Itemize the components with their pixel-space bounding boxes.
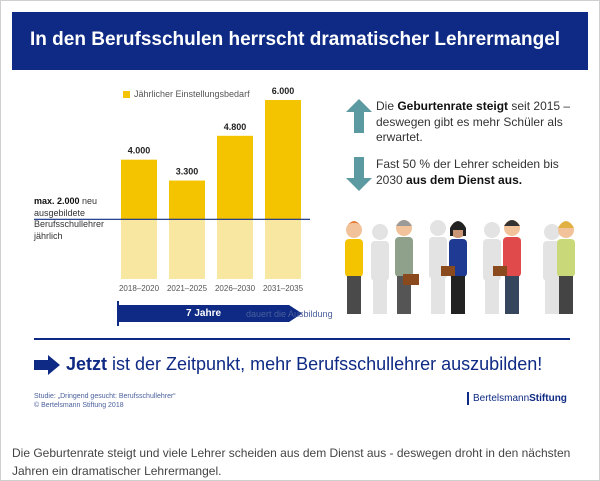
person-3 — [441, 221, 467, 314]
title-banner: In den Berufsschulen herrscht dramatisch… — [12, 12, 588, 70]
source-note: Studie: „Dringend gesucht: Berufsschulle… — [34, 392, 176, 410]
call-to-action: Jetzt ist der Zeitpunkt, mehr Berufsschu… — [34, 354, 542, 375]
value-label-2021–2025: 3.300 — [176, 167, 199, 177]
source-copyright: © Bertelsmann Stiftung 2018 — [34, 402, 124, 409]
reference-line-value: max. 2.000 — [34, 196, 80, 206]
bar-2031–2035 — [265, 100, 301, 220]
bar-base-2031–2035 — [265, 219, 301, 279]
reference-line-text: neu ausgebildete Berufsschullehrer jährl… — [34, 196, 105, 241]
person-2 — [395, 220, 419, 314]
category-label-2018–2020: 2018–2020 — [119, 284, 160, 293]
bar-2026–2030 — [217, 135, 253, 220]
bertelsmann-logo: BertelsmannStiftung — [467, 392, 567, 405]
timeline-duration: 7 Jahre — [186, 308, 222, 319]
bar-base-2021–2025 — [169, 219, 205, 279]
legend-label: Jährlicher Einstellungsbedarf — [134, 89, 250, 99]
person-4 — [493, 220, 521, 314]
image-caption: Die Geburtenrate steigt und viele Lehrer… — [12, 446, 571, 478]
reference-line-label: max. 2.000 neu ausgebildete Berufsschull… — [34, 196, 114, 242]
legend-swatch — [123, 90, 130, 98]
category-label-2026–2030: 2026–2030 — [215, 284, 256, 293]
bar-2018–2020 — [121, 159, 157, 220]
arrow-right-icon — [34, 354, 60, 375]
bar-base-2026–2030 — [217, 219, 253, 279]
value-label-2018–2020: 4.000 — [128, 146, 151, 156]
call-to-action-text: Jetzt ist der Zeitpunkt, mehr Berufsschu… — [66, 354, 543, 374]
teachers-illustration — [345, 220, 575, 314]
chart-legend: Jährlicher Einstellungsbedarf — [123, 89, 250, 99]
infographic-title: In den Berufsschulen herrscht dramatisch… — [30, 29, 561, 50]
source-study: Studie: „Dringend gesucht: Berufsschulle… — [34, 393, 176, 400]
bar-base-2018–2020 — [121, 219, 157, 279]
category-label-2021–2025: 2021–2025 — [167, 284, 208, 293]
fact-retirement-text: Fast 50 % der Lehrer scheiden bis 2030 a… — [376, 157, 559, 187]
arrow-down-icon — [346, 157, 372, 191]
timeline-arrow — [117, 305, 302, 322]
arrow-up-icon — [346, 99, 372, 133]
section-divider — [34, 338, 570, 340]
timeline-description: dauert die Ausbildung — [246, 309, 333, 319]
person-1 — [345, 221, 363, 314]
value-label-2031–2035: 6.000 — [272, 86, 295, 96]
bar-2021–2025 — [169, 180, 205, 220]
value-label-2026–2030: 4.800 — [224, 122, 247, 132]
person-5 — [557, 221, 575, 314]
fact-birthrate-text: Die Geburtenrate steigt seit 2015 – desw… — [376, 99, 571, 144]
category-label-2031–2035: 2031–2035 — [263, 284, 304, 293]
